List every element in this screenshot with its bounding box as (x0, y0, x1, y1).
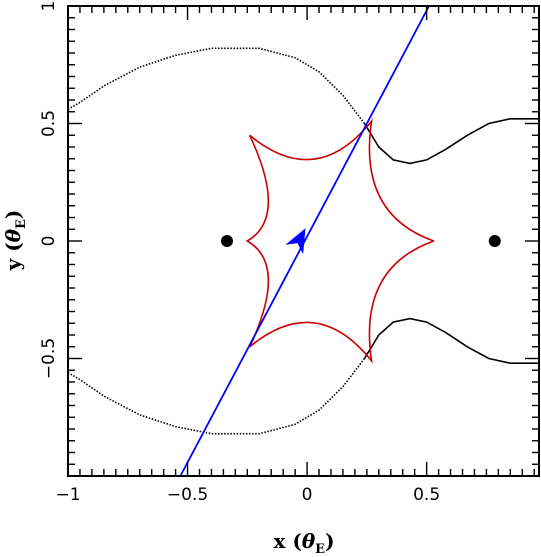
source-trajectory (179, 5, 430, 477)
lens-points-layer (220, 235, 501, 247)
critical-curve-dotted-lower (67, 358, 366, 435)
x-tick-label: 0 (302, 485, 313, 505)
critical-curve-solid-lower (363, 317, 539, 365)
curves-layer (67, 5, 539, 477)
y-tick-label: 0.5 (39, 110, 59, 137)
y-tick-label: 0 (39, 236, 59, 247)
lens-point (220, 235, 233, 247)
tick-labels-layer: −1 −0.5 0 0.5 −0.5 0 0.5 1 (39, 1, 440, 505)
y-tick-label: −0.5 (39, 338, 59, 379)
y-tick-label: 1 (39, 1, 59, 12)
trajectory-arrow-icon (285, 228, 306, 255)
x-tick-label: −1 (55, 485, 80, 505)
ticks-layer (67, 5, 539, 477)
x-tick-label: −0.5 (167, 485, 208, 505)
critical-curve-dotted-upper (67, 47, 366, 124)
y-axis-label: y (θE) (1, 210, 29, 272)
caustic-curve (245, 118, 435, 364)
critical-curve-solid-upper (363, 118, 539, 165)
x-axis-label: x (θE) (273, 529, 334, 557)
x-tick-label: 0.5 (413, 485, 440, 505)
lens-point (488, 235, 501, 247)
